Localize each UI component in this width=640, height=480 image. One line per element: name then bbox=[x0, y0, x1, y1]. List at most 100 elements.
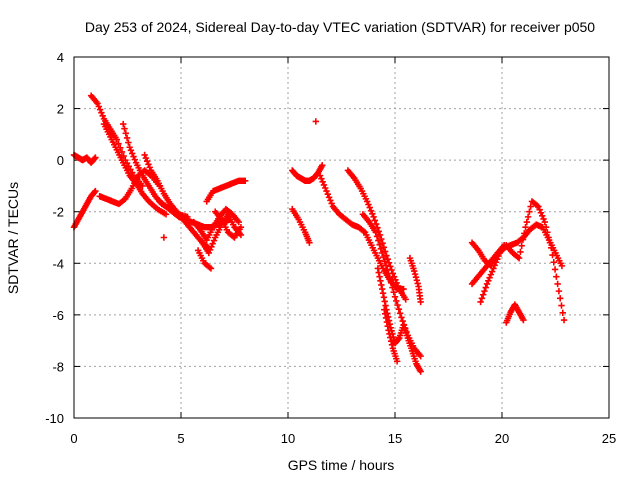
data-point bbox=[367, 207, 375, 214]
data-point bbox=[127, 147, 135, 154]
data-point bbox=[557, 295, 564, 302]
data-point bbox=[518, 242, 525, 249]
data-point bbox=[478, 295, 486, 302]
data-point bbox=[382, 302, 389, 309]
data-point bbox=[381, 298, 388, 305]
data-point bbox=[391, 293, 399, 301]
data-point bbox=[411, 270, 419, 278]
data-point bbox=[237, 223, 245, 231]
data-point bbox=[542, 223, 550, 231]
data-point bbox=[380, 253, 387, 261]
data-point bbox=[485, 277, 492, 285]
data-point bbox=[541, 218, 548, 226]
x-tick-label: 0 bbox=[70, 431, 77, 446]
data-point bbox=[386, 330, 393, 338]
data-point bbox=[121, 125, 128, 132]
data-point bbox=[376, 241, 383, 248]
data-point bbox=[399, 317, 406, 325]
data-point bbox=[551, 266, 559, 273]
plot-frame bbox=[73, 56, 610, 419]
data-point bbox=[376, 273, 383, 280]
data-point bbox=[395, 335, 402, 343]
data-point bbox=[488, 268, 496, 275]
data-point bbox=[145, 161, 152, 168]
data-point bbox=[209, 240, 216, 247]
data-point bbox=[540, 215, 547, 223]
data-point bbox=[385, 270, 392, 277]
data-point bbox=[131, 156, 138, 163]
data-point bbox=[373, 233, 381, 240]
data-point bbox=[402, 296, 409, 303]
data-point bbox=[396, 310, 404, 317]
data-point bbox=[413, 277, 421, 284]
data-point bbox=[491, 262, 498, 269]
data-point bbox=[536, 206, 543, 213]
x-axis-label: GPS time / hours bbox=[288, 457, 395, 473]
data-point bbox=[387, 334, 394, 341]
data-point bbox=[162, 211, 170, 218]
data-point bbox=[206, 246, 214, 254]
x-tick-label: 5 bbox=[177, 431, 184, 446]
data-point bbox=[412, 274, 420, 281]
data-point bbox=[394, 301, 401, 309]
data-point bbox=[130, 153, 137, 160]
data-point bbox=[494, 255, 501, 263]
data-point bbox=[378, 285, 386, 293]
data-point bbox=[363, 198, 371, 205]
data-point bbox=[129, 150, 136, 157]
data-point bbox=[414, 280, 421, 287]
data-point bbox=[417, 298, 424, 306]
data-point bbox=[560, 316, 568, 324]
data-points bbox=[70, 92, 568, 375]
data-point bbox=[411, 267, 418, 275]
y-tick-label: -8 bbox=[52, 359, 64, 374]
data-point bbox=[387, 263, 394, 270]
data-point bbox=[387, 337, 395, 345]
data-point bbox=[369, 210, 376, 217]
data-point bbox=[207, 265, 215, 272]
data-point bbox=[389, 284, 396, 291]
data-point bbox=[514, 253, 522, 261]
data-point bbox=[482, 284, 489, 291]
data-point bbox=[375, 237, 382, 244]
data-point bbox=[394, 282, 402, 290]
data-point bbox=[377, 277, 384, 285]
data-point bbox=[388, 341, 396, 348]
data-point bbox=[91, 188, 98, 196]
data-point bbox=[555, 287, 563, 295]
x-tick-labels: 0 5 10 15 20 25 bbox=[70, 431, 616, 446]
grid-layer bbox=[73, 56, 610, 419]
data-point bbox=[94, 100, 101, 107]
data-point bbox=[520, 316, 527, 324]
data-point bbox=[495, 252, 502, 260]
data-point bbox=[381, 258, 388, 265]
data-point bbox=[393, 279, 400, 287]
y-tick-label: -6 bbox=[52, 308, 64, 323]
data-point bbox=[205, 249, 213, 257]
data-point bbox=[115, 140, 122, 147]
data-point bbox=[143, 157, 151, 165]
data-point bbox=[395, 305, 403, 313]
data-point bbox=[325, 194, 333, 201]
data-point bbox=[553, 273, 560, 280]
data-point bbox=[316, 172, 324, 179]
data-point bbox=[378, 249, 386, 257]
data-point bbox=[95, 103, 103, 110]
data-point bbox=[360, 228, 367, 235]
data-point bbox=[370, 213, 377, 221]
data-point bbox=[384, 266, 391, 273]
data-point bbox=[320, 181, 328, 189]
data-point bbox=[381, 310, 389, 318]
data-point bbox=[371, 217, 379, 224]
data-point bbox=[375, 228, 382, 235]
x-tick-label: 25 bbox=[602, 431, 616, 446]
x-tick-label: 15 bbox=[388, 431, 402, 446]
data-point bbox=[550, 259, 557, 266]
data-point bbox=[558, 302, 565, 309]
data-point bbox=[312, 118, 320, 125]
data-point bbox=[549, 251, 556, 259]
data-point bbox=[519, 236, 527, 243]
data-point bbox=[524, 213, 532, 221]
data-point bbox=[122, 130, 129, 137]
data-point bbox=[487, 271, 495, 278]
